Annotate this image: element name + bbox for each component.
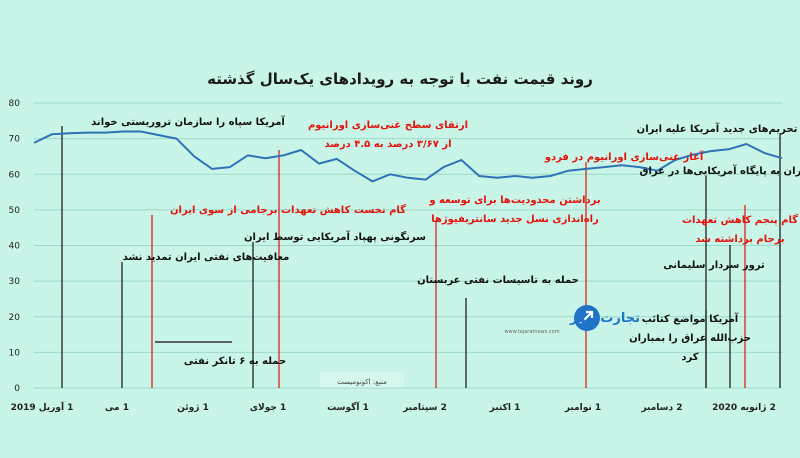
annotation: حمله به ۶ تانکر نفتی — [184, 356, 286, 367]
x-tick-label: 1 نوامبر — [564, 403, 601, 413]
x-tick-label: 1 اکتبر — [489, 403, 521, 413]
x-tick-label: 1 ژوئن — [177, 403, 209, 413]
annotation-text: آمریکا مواضع کتائب — [642, 312, 739, 325]
annotation-text: حمله ایران به پایگاه آمریکایی‌ها در عراق — [640, 164, 800, 177]
y-tick-label: 0 — [14, 384, 20, 394]
x-tick-label: 1 آوریل 2019 — [11, 401, 74, 413]
source-label: منبع: اکونومیست — [337, 378, 387, 386]
x-tick-label: 2 ژانویه 2020 — [712, 403, 776, 413]
y-tick-label: 20 — [9, 313, 21, 323]
annotation-text: تحریم‌های جدید آمریکا علیه ایران — [637, 122, 798, 135]
annotation: حمله به تاسیسات نفتی عربستان — [417, 275, 579, 286]
annotation-text: گام نخست کاهش تعهدات برجامی از سوی ایران — [170, 203, 406, 216]
annotation-text: حمله به ۶ تانکر نفتی — [184, 356, 286, 367]
x-axis-ticks: 1 آوریل 2019 1 می 1 ژوئن 1 جولای 1 آگوست 2 سپ… — [11, 401, 776, 413]
annotation: ترور سردار سلیمانی — [663, 260, 765, 271]
annotation-text: راه‌اندازی نسل جدید سانتریفیوژها — [431, 214, 599, 225]
y-tick-label: 80 — [9, 99, 21, 109]
x-tick-label: 2 دسامبر — [640, 403, 682, 413]
x-tick-label: 1 جولای — [250, 403, 286, 413]
annotation: گام پنجم کاهش تعهدات برجام برداشته شد — [682, 213, 798, 245]
annotation-text: آمریکا سپاه را سازمان تروریستی خواند — [91, 115, 285, 128]
price-series — [33, 130, 783, 183]
y-tick-label: 10 — [9, 348, 21, 358]
chart-title: روند قیمت نفت با توجه به رویدادهای یک‌سا… — [207, 70, 593, 88]
annotation-text: برجام برداشته شد — [695, 234, 784, 245]
annotation-text: گام پنجم کاهش تعهدات — [682, 213, 798, 226]
logo-arrow-icon — [579, 310, 594, 325]
annotation: تحریم‌های جدید آمریکا علیه ایران — [637, 122, 798, 135]
grid-lines — [34, 102, 782, 389]
y-tick-label: 60 — [9, 170, 21, 180]
annotation-text: کرد — [681, 352, 698, 363]
annotation: گام نخست کاهش تعهدات برجامی از سوی ایران — [170, 203, 406, 216]
x-tick-label: 1 می — [105, 403, 129, 413]
annotation-text: آغاز غنی‌سازی اورانیوم در فردو — [544, 150, 704, 163]
y-tick-label: 50 — [9, 206, 21, 216]
y-tick-label: 70 — [9, 135, 21, 145]
annotation: سرنگونی پهپاد آمریکایی توسط ایران — [244, 230, 426, 243]
brand-logo: تجارت نیوز www.tejaratnews.com — [504, 305, 640, 335]
annotation-text: سرنگونی پهپاد آمریکایی توسط ایران — [244, 230, 426, 243]
y-tick-label: 40 — [9, 242, 21, 252]
x-tick-label: 1 آگوست — [327, 401, 369, 413]
annotation: آمریکا مواضع کتائب حزب‌الله عراق را بمبار… — [629, 312, 751, 363]
annotation: معافیت‌های نفتی ایران تمدید نشد — [123, 252, 290, 263]
annotation-text: ارتقای سطح غنی‌سازی اورانیوم — [308, 120, 468, 131]
annotation-text: ترور سردار سلیمانی — [663, 260, 765, 271]
annotation: آغاز غنی‌سازی اورانیوم در فردو — [544, 150, 704, 163]
annotation: آمریکا سپاه را سازمان تروریستی خواند — [91, 115, 285, 128]
annotation-text: از ۳/۶۷ درصد به ۴.۵ درصد — [324, 139, 451, 150]
annotation-text: حمله به تاسیسات نفتی عربستان — [417, 275, 579, 286]
annotation-text: برداشتن محدودیت‌ها برای توسعه و — [428, 195, 600, 206]
logo-site: www.tejaratnews.com — [504, 329, 559, 335]
series-line — [33, 130, 783, 183]
event-annotations: آمریکا سپاه را سازمان تروریستی خواند گام … — [91, 115, 800, 367]
annotation: ارتقای سطح غنی‌سازی اورانیوم از ۳/۶۷ درصد… — [308, 120, 468, 150]
y-axis-ticks: 0 10 20 30 40 50 60 70 80 — [9, 99, 21, 394]
y-tick-label: 30 — [9, 277, 21, 287]
annotation: حمله ایران به پایگاه آمریکایی‌ها در عراق — [640, 164, 800, 177]
x-tick-label: 2 سپتامبر — [402, 403, 447, 413]
annotation: برداشتن محدودیت‌ها برای توسعه و راه‌انداز… — [428, 195, 600, 225]
annotation-text: حزب‌الله عراق را بمباران — [629, 333, 751, 344]
source-box: منبع: اکونومیست — [320, 372, 404, 388]
annotation-text: معافیت‌های نفتی ایران تمدید نشد — [123, 252, 290, 263]
logo-name: تجارت نیوز — [569, 311, 640, 326]
event-lines — [61, 126, 781, 388]
